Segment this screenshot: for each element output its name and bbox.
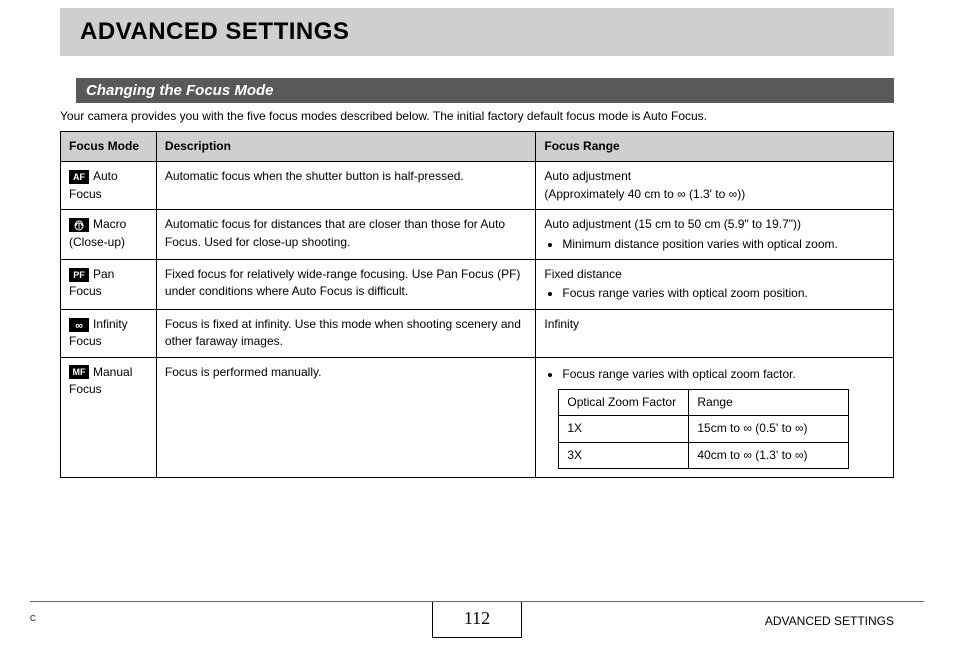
range-text: Auto adjustment (15 cm to 50 cm (5.9" to… — [544, 217, 801, 231]
mode-desc: Focus is performed manually. — [156, 357, 535, 478]
table-row: Macro (Close-up) Automatic focus for dis… — [61, 210, 894, 260]
infinity-icon: ∞ — [795, 421, 804, 435]
mode-desc: Automatic focus for distances that are c… — [156, 210, 535, 260]
page-title: ADVANCED SETTINGS — [60, 8, 894, 56]
sub-th: Optical Zoom Factor — [559, 389, 689, 415]
focus-mode-table: Focus Mode Description Focus Range AF Aut… — [60, 131, 894, 478]
sub-cell: 3X — [559, 442, 689, 468]
table-row: ∞ Infinity Focus Focus is fixed at infin… — [61, 309, 894, 357]
range-text: Fixed distance — [544, 267, 621, 281]
mode-range: Focus range varies with optical zoom fac… — [536, 357, 894, 478]
mf-icon: MF — [69, 365, 89, 379]
mode-name-line2: Focus — [69, 334, 102, 348]
pf-icon: PF — [69, 268, 89, 282]
range-text: (Approximately 40 cm to — [544, 187, 677, 201]
page-number: 112 — [432, 602, 522, 638]
th-desc: Description — [156, 132, 535, 162]
table-row: AF Auto Focus Automatic focus when the sh… — [61, 162, 894, 210]
intro-text: Your camera provides you with the five f… — [60, 109, 894, 123]
mode-range: Auto adjustment (15 cm to 50 cm (5.9" to… — [536, 210, 894, 260]
sub-cell: 1X — [559, 416, 689, 442]
mode-desc: Automatic focus when the shutter button … — [156, 162, 535, 210]
mode-desc: Focus is fixed at infinity. Use this mod… — [156, 309, 535, 357]
sub-text: ) — [804, 448, 808, 462]
mode-name-line2: Focus — [69, 187, 102, 201]
mode-range: Fixed distance Focus range varies with o… — [536, 259, 894, 309]
mode-range: Auto adjustment (Approximately 40 cm to … — [536, 162, 894, 210]
mode-name: Infinity — [93, 317, 128, 331]
mode-name-line2: Focus — [69, 382, 102, 396]
range-text: (1.3' to — [686, 187, 729, 201]
footer-mark: C — [30, 614, 36, 623]
infinity-icon: ∞ — [795, 448, 804, 462]
infinity-icon: ∞ — [677, 187, 686, 201]
range-bullet: Focus range varies with optical zoom fac… — [562, 366, 885, 383]
mode-name-line2: (Close-up) — [69, 235, 125, 249]
infinity-icon: ∞ — [743, 421, 752, 435]
sub-th: Range — [689, 389, 849, 415]
range-text: Auto adjustment — [544, 169, 631, 183]
mode-name: Manual — [93, 365, 132, 379]
table-row: MF Manual Focus Focus is performed manual… — [61, 357, 894, 478]
th-mode: Focus Mode — [61, 132, 157, 162]
infinity-mode-icon: ∞ — [69, 318, 89, 332]
mode-range: Infinity — [536, 309, 894, 357]
sub-text: ) — [804, 421, 808, 435]
macro-icon — [69, 218, 89, 232]
mode-name: Macro — [93, 217, 126, 231]
sub-text: 40cm to — [697, 448, 743, 462]
range-bullet: Minimum distance position varies with op… — [562, 236, 885, 253]
sub-text: 15cm to — [697, 421, 743, 435]
footer-section-name: ADVANCED SETTINGS — [765, 614, 894, 628]
zoom-range-subtable: Optical Zoom Factor Range 1X 15cm to ∞ (… — [558, 389, 849, 469]
af-icon: AF — [69, 170, 89, 184]
mode-name: Pan — [93, 267, 114, 281]
th-range: Focus Range — [536, 132, 894, 162]
mode-desc: Fixed focus for relatively wide-range fo… — [156, 259, 535, 309]
sub-text: (0.5' to — [752, 421, 795, 435]
svg-text:∞: ∞ — [75, 320, 83, 332]
page-footer: C 112 ADVANCED SETTINGS — [0, 601, 954, 642]
infinity-icon: ∞ — [729, 187, 738, 201]
table-row: PF Pan Focus Fixed focus for relatively w… — [61, 259, 894, 309]
sub-cell: 40cm to ∞ (1.3' to ∞) — [689, 442, 849, 468]
range-bullet: Focus range varies with optical zoom pos… — [562, 285, 885, 302]
sub-text: (1.3' to — [752, 448, 795, 462]
sub-cell: 15cm to ∞ (0.5' to ∞) — [689, 416, 849, 442]
infinity-icon: ∞ — [743, 448, 752, 462]
section-header: Changing the Focus Mode — [76, 78, 894, 103]
mode-name: Auto — [93, 169, 118, 183]
range-text: )) — [737, 187, 745, 201]
mode-name-line2: Focus — [69, 284, 102, 298]
